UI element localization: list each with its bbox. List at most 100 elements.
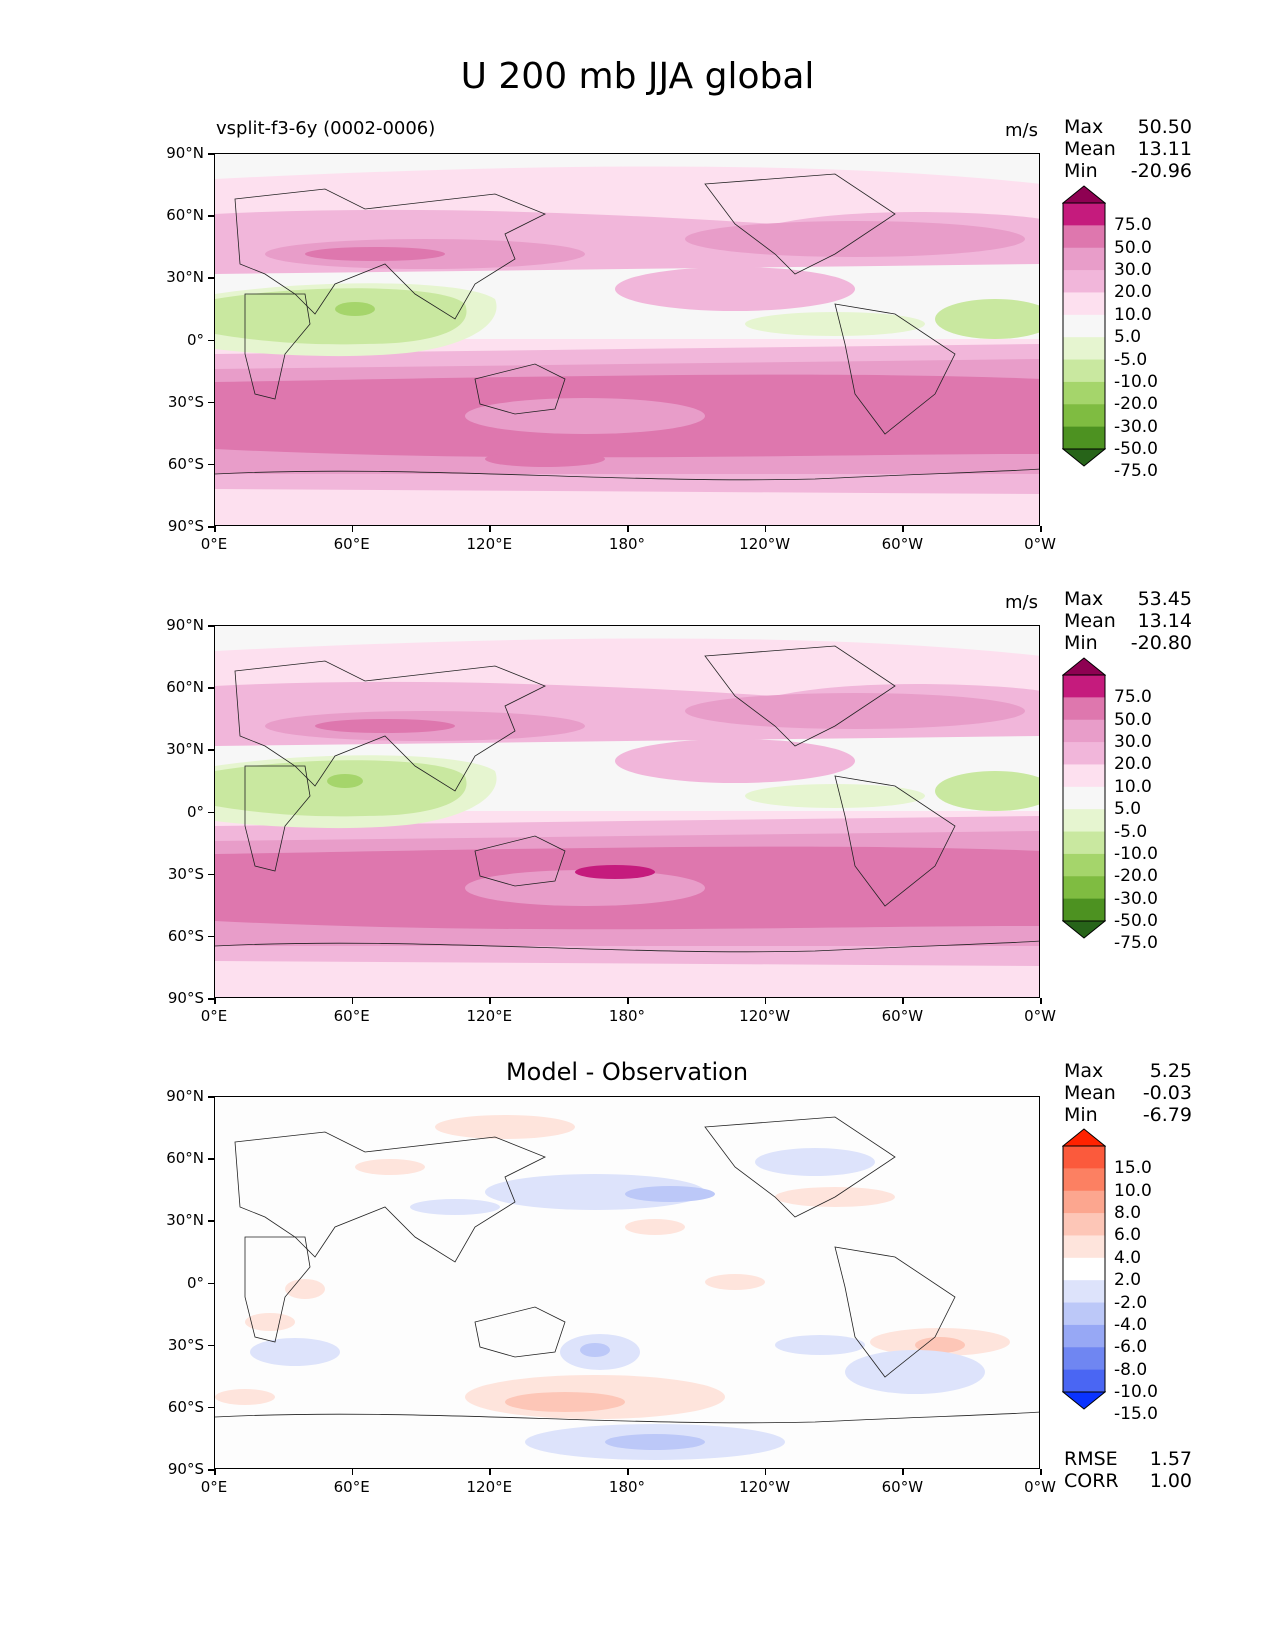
stat-mean-value: -0.03 (1142, 1082, 1192, 1104)
colorbar-level-label: 20.0 (1114, 282, 1152, 303)
x-tick-mark (627, 998, 629, 1004)
y-tick-label: 90°N (166, 144, 204, 162)
x-tick-mark (351, 1469, 354, 1475)
x-tick-mark (902, 998, 904, 1004)
stat-mean-label: Mean (1064, 138, 1116, 160)
colorbar-swatch (1063, 1168, 1105, 1192)
y-tick-label: 90°N (166, 616, 204, 634)
y-tick-label: 30°S (167, 864, 204, 883)
x-tick-label: 0°W (1024, 1478, 1056, 1496)
stat-max-label: Max (1064, 588, 1104, 610)
y-tick-label: 60°N (166, 1149, 204, 1168)
colorbar-swatch (1063, 292, 1105, 316)
colorbar-swatches (1061, 185, 1107, 467)
y-tick-label: 0° (186, 802, 204, 821)
y-tick-label: 60°S (167, 454, 204, 473)
stat-mean-value: 13.11 (1137, 138, 1192, 160)
colorbar-swatch (1063, 898, 1105, 922)
colorbar-extend-bottom (1061, 448, 1107, 467)
x-tick-mark (1040, 526, 1042, 532)
colorbar-swatch (1063, 314, 1105, 338)
colorbar-outline (1062, 1145, 1106, 1393)
colorbar-swatch (1063, 786, 1105, 810)
x-tick-mark (489, 1469, 491, 1475)
colorbar-swatch (1063, 247, 1105, 271)
colorbar-level-label: -5.0 (1114, 349, 1148, 370)
y-tick-label: 60°S (167, 926, 204, 945)
colorbar-level-label: 15.0 (1114, 1158, 1152, 1179)
y-tick-label: 30°S (167, 392, 204, 411)
units-label: m/s (1005, 592, 1038, 613)
colorbar-level-label: 20.0 (1114, 754, 1152, 775)
x-tick-mark (902, 526, 904, 532)
y-tick-mark (208, 749, 214, 751)
colorbar-swatch (1063, 1324, 1105, 1348)
x-tick-label: 180° (608, 1478, 646, 1496)
x-tick-label: 120°W (739, 1007, 791, 1025)
colorbar-level-label: 6.0 (1114, 1225, 1142, 1246)
colorbar-level-label: 75.0 (1114, 215, 1152, 236)
x-tick-label: 120°W (739, 1478, 791, 1496)
colorbar (1061, 657, 1107, 939)
stat-min-value: -20.96 (1130, 160, 1192, 182)
panel-left-label: vsplit-f3-6y (0002-0006) (216, 118, 436, 139)
colorbar-swatch (1063, 381, 1105, 405)
stat-min-label: Min (1064, 632, 1098, 654)
stat-max-value: 50.50 (1137, 116, 1192, 138)
colorbar-level-label: 30.0 (1114, 732, 1152, 753)
x-tick-mark (902, 1469, 904, 1475)
colorbar-swatch (1063, 831, 1105, 855)
colorbar-swatch (1063, 1235, 1105, 1259)
x-tick-label: 120°E (466, 535, 513, 553)
colorbar-swatch (1063, 742, 1105, 765)
colorbar-swatch (1063, 270, 1105, 293)
colorbar-level-label: 50.0 (1114, 709, 1152, 730)
x-tick-mark (214, 998, 216, 1004)
colorbar-level-label: -2.0 (1114, 1292, 1148, 1313)
y-tick-label: 30°N (166, 740, 204, 759)
colorbar-level-label: 5.0 (1114, 799, 1142, 820)
colorbar-level-label: 75.0 (1114, 687, 1152, 708)
colorbar-swatch (1063, 853, 1105, 877)
y-tick-mark (208, 1344, 214, 1347)
x-tick-label: 120°W (739, 535, 791, 553)
y-tick-mark (208, 873, 214, 876)
colorbar-level-label: -5.0 (1114, 821, 1148, 842)
colorbar-swatch (1063, 359, 1105, 383)
colorbar-level-label: 5.0 (1114, 327, 1142, 348)
y-tick-label: 0° (186, 330, 204, 349)
colorbar (1061, 1128, 1107, 1410)
colorbar-level-label: 30.0 (1114, 260, 1152, 281)
colorbar-level-label: 4.0 (1114, 1247, 1142, 1268)
colorbar-level-label: -20.0 (1114, 394, 1158, 415)
y-tick-mark (208, 277, 214, 279)
x-tick-label: 0°W (1024, 535, 1056, 553)
x-tick-label: 60°E (333, 535, 370, 553)
stat-min-value: -6.79 (1142, 1104, 1192, 1126)
x-tick-mark (489, 526, 491, 532)
y-tick-label: 30°S (167, 1335, 204, 1354)
stat-min-value: -20.80 (1130, 632, 1192, 654)
colorbar-extend-top (1061, 1128, 1107, 1147)
corr-value: 1.00 (1149, 1470, 1192, 1492)
error-stats: RMSE 1.57 CORR 1.00 (1064, 1448, 1192, 1492)
colorbar-level-label: -10.0 (1114, 1382, 1158, 1402)
colorbar-swatch (1063, 1190, 1105, 1214)
units-label: m/s (1005, 120, 1038, 141)
x-tick-label: 60°E (333, 1007, 370, 1025)
stat-min-label: Min (1064, 1104, 1098, 1126)
colorbar-level-label: 10.0 (1114, 1180, 1152, 1201)
x-tick-mark (1040, 998, 1042, 1004)
map-difference (214, 1096, 1040, 1469)
x-tick-label: 60°W (881, 535, 924, 553)
y-tick-mark (208, 625, 214, 627)
y-tick-label: 60°N (166, 678, 204, 697)
y-tick-mark (208, 1282, 214, 1284)
corr-label: CORR (1064, 1470, 1119, 1492)
y-tick-label: 90°S (167, 989, 204, 1007)
contour-field (215, 1097, 1039, 1468)
x-tick-label: 0°W (1024, 1007, 1056, 1025)
y-tick-label: 60°N (166, 206, 204, 225)
colorbar-swatches (1061, 1128, 1107, 1410)
colorbar-swatch (1063, 1302, 1105, 1326)
